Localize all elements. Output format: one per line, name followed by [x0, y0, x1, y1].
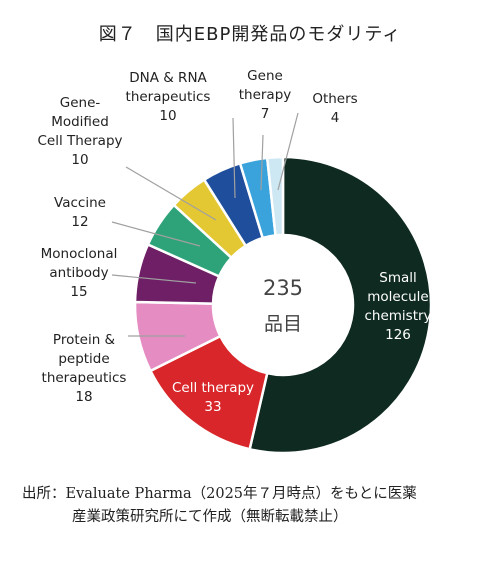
chart-title: 図７ 国内EBP開発品のモダリティ — [98, 24, 402, 45]
leader-line-others — [277, 112, 299, 191]
label-cell-therapy: Cell therapy 33 — [172, 380, 254, 415]
slice-small-molecule-chemistry — [248, 155, 433, 455]
label-protein-peptide-therapeutics: Protein & peptide therapeutics 18 — [42, 332, 127, 405]
label-small-molecule-chemistry: Small molecule chemistry 126 — [364, 270, 431, 343]
leader-line-gene-therapy — [260, 134, 264, 191]
label-monoclonal-antibody: Monoclonal antibody 15 — [41, 246, 118, 300]
slice-others — [265, 155, 285, 237]
label-vaccine: Vaccine 12 — [54, 195, 106, 230]
label-gene-therapy: Gene therapy 7 — [239, 68, 292, 122]
source-note: 出所：Evaluate Pharma（2025年７月時点）をもとに医薬 産業政策… — [22, 483, 492, 529]
leader-line-dna-rna-therapeutics — [232, 117, 236, 199]
center-total: 235 — [263, 276, 303, 300]
label-others: Others 4 — [312, 91, 357, 126]
source-line-2: 産業政策研究所にて作成（無断転載禁止） — [72, 509, 348, 525]
center-unit: 品目 — [264, 313, 302, 335]
leader-line-monoclonal-antibody — [111, 274, 197, 284]
source-line-1: 出所：Evaluate Pharma（2025年７月時点）をもとに医薬 — [22, 486, 417, 502]
label-dna-rna-therapeutics: DNA & RNA therapeutics 10 — [126, 70, 211, 124]
leader-line-vaccine — [111, 221, 201, 247]
leader-line-gene-modified-cell-therapy — [125, 166, 217, 221]
label-gene-modified-cell-therapy: Gene-Modified Cell Therapy 10 — [37, 95, 122, 168]
donut-chart: Small molecule chemistry 126 Cell therapy 33 P… — [37, 68, 433, 455]
